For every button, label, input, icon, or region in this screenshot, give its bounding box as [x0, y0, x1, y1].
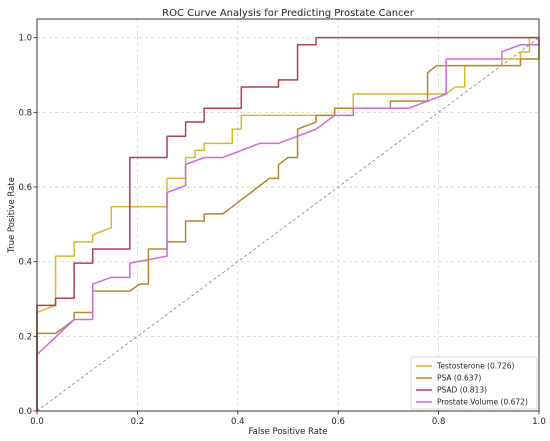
chart-title: ROC Curve Analysis for Predicting Prosta… — [162, 8, 415, 19]
y-tick-label: 0.6 — [18, 183, 32, 193]
x-tick-label: 1.0 — [532, 417, 546, 427]
series-lines — [36, 36, 540, 411]
x-tick-label: 0.8 — [432, 417, 446, 427]
y-axis-ticks: 0.0 0.2 0.4 0.6 0.8 1.0 — [18, 34, 37, 417]
x-tick-label: 0.2 — [131, 417, 145, 427]
legend-box — [410, 356, 538, 410]
y-tick-label: 0.8 — [18, 108, 32, 118]
series-line-psad — [36, 36, 539, 411]
legend-entry: PSA (0.637) — [416, 374, 481, 383]
x-tick-label: 0.0 — [30, 417, 44, 427]
y-tick-label: 0.0 — [18, 407, 32, 417]
x-axis-ticks: 0.0 0.2 0.4 0.6 0.8 1.0 — [30, 411, 546, 427]
y-axis-label: True Positive Rate — [7, 177, 17, 254]
legend-entry: Testosterone (0.726) — [416, 362, 514, 371]
y-tick-label: 0.4 — [18, 258, 32, 268]
plot-frame — [36, 18, 540, 412]
y-tick-label: 0.2 — [18, 332, 32, 342]
legend: Testosterone (0.726) PSA (0.637) PSAD (0.8… — [410, 356, 538, 410]
legend-entry: Prostate Volume (0.672) — [416, 398, 528, 407]
series-line-prostate-volume — [36, 37, 540, 411]
legend-label: PSA (0.637) — [437, 374, 481, 383]
x-tick-label: 0.6 — [331, 417, 345, 427]
x-tick-label: 0.4 — [231, 417, 245, 427]
legend-label: Prostate Volume (0.672) — [437, 398, 528, 407]
legend-entry: PSAD (0.813) — [416, 386, 487, 395]
x-axis-label: False Positive Rate — [249, 427, 328, 437]
y-tick-label: 1.0 — [18, 34, 32, 44]
legend-label: Testosterone (0.726) — [436, 362, 514, 371]
legend-label: PSAD (0.813) — [437, 386, 487, 395]
